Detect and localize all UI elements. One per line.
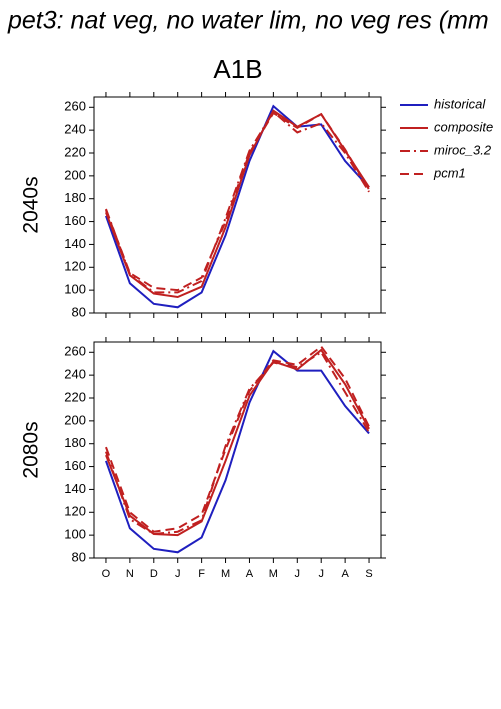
x-tick-label: J — [318, 568, 324, 580]
y-tick-label: 260 — [64, 344, 86, 359]
y-tick-label: 120 — [64, 259, 86, 274]
x-tick-label: M — [221, 568, 230, 580]
y-tick-label: 240 — [64, 367, 86, 382]
series-line — [105, 110, 370, 294]
series-line — [105, 111, 370, 292]
x-tick-label: D — [150, 568, 158, 580]
y-tick-label: 200 — [64, 412, 86, 427]
series-line — [105, 345, 370, 533]
y-tick-label: 100 — [64, 282, 86, 297]
series-line — [105, 350, 370, 536]
y-tick-label: 180 — [64, 435, 86, 450]
y-axis-label: 2080s — [20, 421, 43, 478]
x-tick-label: A — [341, 568, 349, 580]
y-axis-label: 2040s — [20, 176, 43, 233]
series-line — [105, 104, 370, 309]
y-tick-label: 160 — [64, 458, 86, 473]
legend-label: historical — [434, 96, 486, 111]
legend-label: miroc_3.2 — [434, 142, 492, 157]
x-tick-label: F — [198, 568, 205, 580]
y-tick-label: 120 — [64, 504, 86, 519]
x-tick-label: J — [295, 568, 301, 580]
y-tick-label: 200 — [64, 167, 86, 182]
y-tick-label: 140 — [64, 236, 86, 251]
x-tick-label: S — [365, 568, 372, 580]
plot-frame — [93, 96, 382, 314]
series-line — [105, 349, 370, 554]
y-tick-label: 220 — [64, 389, 86, 404]
y-tick-label: 240 — [64, 122, 86, 137]
legend-label: composite — [434, 119, 493, 134]
x-tick-label: N — [126, 568, 134, 580]
y-tick-label: 80 — [72, 304, 86, 319]
chart-subtitle: A1B — [213, 54, 262, 84]
legend-label: pcm1 — [433, 165, 466, 180]
x-tick-label: O — [102, 568, 111, 580]
y-tick-label: 220 — [64, 144, 86, 159]
plot-frame — [93, 341, 382, 559]
y-tick-label: 80 — [72, 549, 86, 564]
x-tick-label: J — [175, 568, 181, 580]
y-tick-label: 100 — [64, 527, 86, 542]
y-tick-label: 180 — [64, 190, 86, 205]
y-tick-label: 140 — [64, 481, 86, 496]
y-tick-label: 260 — [64, 99, 86, 114]
x-tick-label: A — [246, 568, 254, 580]
y-tick-label: 160 — [64, 213, 86, 228]
x-tick-label: M — [269, 568, 278, 580]
chart-title: pet3: nat veg, no water lim, no veg res … — [7, 7, 489, 35]
